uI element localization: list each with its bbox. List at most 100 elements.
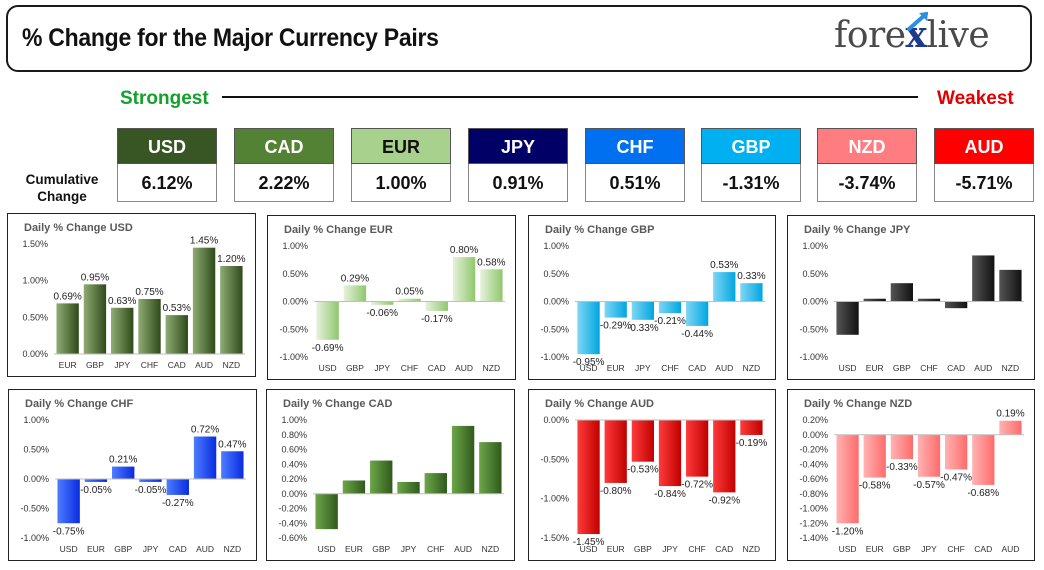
x-tick-label: CHF (401, 363, 418, 373)
bar-usd (577, 420, 600, 535)
y-tick-label: 0.00% (543, 415, 569, 425)
y-tick-label: -1.00% (799, 352, 828, 362)
y-tick-label: 0.50% (23, 445, 49, 455)
chart-usd: 0.00% 0.50% 1.00% 1.50% EUR GBP JPY CHF CAD AUD NZ… (22, 236, 245, 370)
bar-gbp (631, 420, 654, 462)
chart-panel-eur: Daily % Change EUR -1.00% -0.50% 0.00% 0.50… (267, 215, 516, 380)
data-label: 0.47% (218, 439, 246, 450)
currency-tile-cad: CAD 2.22% (234, 128, 334, 202)
data-label: 0.21% (109, 455, 137, 466)
bar-chf (945, 434, 968, 470)
currency-code: GBP (701, 128, 801, 164)
bar-nzd (221, 451, 244, 479)
data-label: -0.95% (573, 357, 605, 368)
x-tick-label: CAD (974, 544, 992, 554)
bar-gbp (112, 466, 135, 479)
forexlive-logo: forex live (834, 12, 990, 56)
x-tick-label: JPY (401, 544, 417, 554)
y-tick-label: -0.50% (20, 504, 49, 514)
x-tick-label: NZD (224, 544, 241, 554)
bar-aud (452, 257, 476, 302)
data-label: 0.75% (135, 287, 163, 298)
x-tick-label: CAD (688, 363, 706, 373)
y-tick-label: 0.00% (802, 430, 828, 440)
y-tick-label: -0.50% (540, 324, 569, 334)
x-tick-label: USD (580, 544, 598, 554)
data-label: 0.29% (341, 273, 369, 284)
y-tick-label: -1.00% (279, 352, 308, 362)
bar-eur (342, 480, 366, 494)
chart-panel-cad: Daily % Change CAD -0.60% -0.40% -0.20% 0.0… (266, 389, 515, 561)
y-tick-label: -1.20% (799, 518, 828, 528)
x-tick-label: CAD (168, 360, 186, 370)
currency-code: JPY (468, 128, 568, 164)
bar-chf (138, 299, 161, 354)
bar-usd (836, 434, 859, 524)
y-tick-label: -0.50% (279, 324, 308, 334)
title-banner (6, 5, 1032, 72)
bar-jpy (371, 301, 394, 305)
chart-title: Daily % Change NZD (804, 398, 913, 410)
y-tick-label: 1.00% (23, 415, 49, 425)
chart-panel-nzd: Daily % Change NZD -1.40% -1.20% -1.00% -0.… (787, 389, 1035, 561)
currency-code: CHF (585, 128, 685, 164)
bar-eur (863, 298, 886, 302)
bar-usd (836, 301, 859, 335)
bar-aud (451, 425, 475, 494)
data-label: 0.58% (477, 257, 505, 268)
y-tick-label: 0.50% (282, 269, 308, 279)
bar-eur (84, 479, 108, 482)
x-tick-label: GBP (893, 363, 911, 373)
y-tick-label: -0.50% (799, 324, 828, 334)
y-tick-label: 0.60% (281, 445, 307, 455)
logo-text-left: fore (834, 15, 906, 56)
y-tick-label: 1.00% (802, 241, 828, 251)
bar-nzd (479, 442, 502, 494)
y-tick-label: 0.20% (281, 474, 307, 484)
chart-title: Daily % Change USD (24, 222, 133, 234)
data-label: -0.72% (681, 480, 713, 491)
data-label: 0.05% (395, 287, 423, 298)
x-tick-label: GBP (114, 544, 132, 554)
bar-cad (166, 479, 189, 495)
x-tick-label: USD (318, 544, 336, 554)
x-tick-label: USD (319, 363, 337, 373)
data-label: -0.57% (913, 480, 945, 491)
data-label: -0.75% (53, 526, 85, 537)
chart-title: Daily % Change AUD (545, 398, 655, 410)
y-tick-label: 0.00% (22, 349, 48, 359)
x-tick-label: EUR (87, 544, 105, 554)
x-tick-label: USD (60, 544, 78, 554)
x-tick-label: GBP (372, 544, 390, 554)
bar-eur (863, 434, 886, 478)
bar-jpy (658, 420, 682, 487)
currency-tile-eur: EUR 1.00% (351, 128, 451, 202)
chart-title: Daily % Change CAD (283, 398, 393, 410)
x-tick-label: GBP (86, 360, 104, 370)
bar-cad (686, 301, 709, 326)
chart-cad: -0.60% -0.40% -0.20% 0.00% 0.20% 0.40% 0.60% 0.… (278, 415, 504, 554)
y-tick-label: -0.40% (799, 459, 828, 469)
data-label: -0.05% (135, 485, 167, 496)
y-tick-label: 1.00% (543, 241, 569, 251)
y-tick-label: 0.50% (543, 269, 569, 279)
x-tick-label: CHF (427, 544, 444, 554)
x-tick-label: USD (580, 363, 598, 373)
currency-code: NZD (817, 128, 917, 164)
currency-cumulative-value: 6.12% (117, 164, 217, 202)
y-tick-label: -0.50% (540, 454, 569, 464)
chart-panel-gbp: Daily % Change GBP -1.00% -0.50% 0.00% 0.50… (528, 215, 776, 380)
y-tick-label: -1.00% (20, 533, 49, 543)
data-label: 0.72% (191, 425, 219, 436)
strength-range-line (222, 96, 918, 98)
currency-cumulative-value: 0.91% (468, 164, 568, 202)
x-tick-label: EUR (607, 544, 625, 554)
x-tick-label: CHF (661, 363, 678, 373)
cumulative-change-label: Cumulative Change (25, 172, 99, 204)
page-title: % Change for the Major Currency Pairs (22, 24, 439, 52)
bar-nzd (220, 266, 243, 354)
y-tick-label: -0.40% (278, 518, 307, 528)
chart-aud: -1.50% -1.00% -0.50% 0.00% USD EUR GBP JPY CHF CA… (540, 415, 767, 554)
bar-aud (192, 247, 216, 354)
chart-title: Daily % Change JPY (804, 224, 911, 236)
